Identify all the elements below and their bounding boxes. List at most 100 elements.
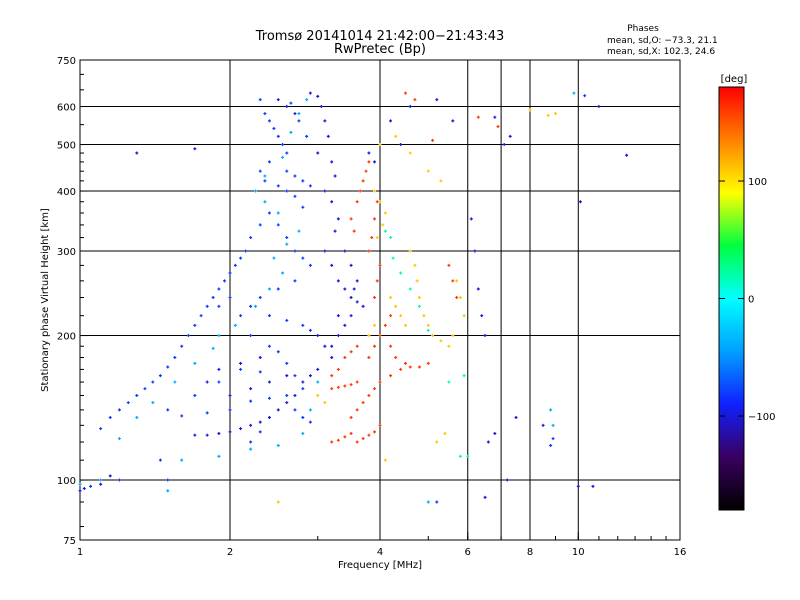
echo-point	[239, 361, 243, 365]
echo-point	[186, 334, 190, 338]
echo-point	[389, 374, 393, 378]
echo-point	[82, 487, 86, 491]
echo-point	[408, 365, 412, 369]
echo-point	[330, 355, 334, 359]
echo-point	[263, 174, 267, 178]
echo-point	[239, 256, 243, 260]
echo-point	[285, 105, 289, 109]
echo-point	[336, 279, 340, 283]
echo-point	[272, 256, 276, 260]
echo-point	[378, 334, 382, 338]
x-tick-label: 16	[674, 547, 687, 558]
echo-point	[336, 385, 340, 389]
echo-point	[458, 296, 462, 300]
echo-point	[367, 249, 371, 253]
echo-point	[301, 205, 305, 209]
echo-point	[408, 249, 412, 253]
echo-point	[285, 374, 289, 378]
echo-point	[336, 217, 340, 221]
echo-point	[228, 408, 232, 412]
colorbar-ticks: 100 0 −100	[719, 177, 775, 423]
echo-point	[267, 119, 271, 123]
echo-point	[403, 323, 407, 327]
echo-point	[285, 189, 289, 193]
echo-point	[166, 408, 170, 412]
echo-point	[426, 361, 430, 365]
y-tick-label: 100	[57, 476, 76, 487]
echo-point	[249, 423, 253, 427]
echo-point	[462, 314, 466, 318]
echo-point	[305, 98, 309, 102]
echo-point	[135, 151, 139, 155]
echo-point	[451, 279, 455, 283]
echo-point	[514, 415, 518, 419]
echo-point	[272, 126, 276, 130]
y-tick-label: 75	[63, 536, 76, 547]
echo-point	[276, 350, 280, 354]
echo-point	[276, 211, 280, 215]
echo-point	[276, 444, 280, 448]
echo-point	[330, 200, 334, 204]
x-tick-label: 10	[572, 547, 585, 558]
echo-point	[493, 432, 497, 436]
echo-point	[364, 169, 368, 173]
echo-point	[355, 408, 359, 412]
echo-point	[276, 184, 280, 188]
echo-point	[267, 380, 271, 384]
echo-point	[267, 344, 271, 348]
echo-point	[205, 304, 209, 308]
echo-point	[408, 105, 412, 109]
x-tick-label: 4	[377, 547, 383, 558]
echo-point	[233, 323, 237, 327]
echo-point	[263, 179, 267, 183]
echo-point	[455, 296, 459, 300]
echo-point	[355, 440, 359, 444]
echo-point	[462, 374, 466, 378]
echo-point	[355, 380, 359, 384]
y-tick-label: 300	[57, 247, 76, 258]
echo-point	[308, 420, 312, 424]
echo-point	[417, 304, 421, 308]
x-tick-label: 6	[465, 547, 471, 558]
echo-point	[349, 217, 353, 221]
echo-point	[447, 344, 451, 348]
echo-point	[394, 134, 398, 138]
echo-point	[308, 91, 312, 95]
echo-point	[373, 217, 377, 221]
echo-point	[373, 344, 377, 348]
echo-point	[330, 374, 334, 378]
echo-point	[625, 153, 629, 157]
echo-point	[391, 256, 395, 260]
echo-point	[476, 287, 480, 291]
echo-point	[399, 314, 403, 318]
echo-point	[426, 323, 430, 327]
echo-point	[403, 361, 407, 365]
x-tick-label: 8	[527, 547, 533, 558]
echo-point	[267, 415, 271, 419]
echo-point	[373, 387, 377, 391]
echo-point	[285, 151, 289, 155]
echo-point	[553, 112, 557, 116]
echo-point	[373, 189, 377, 193]
colorbar-tick-label: 100	[748, 177, 767, 188]
echo-point	[355, 344, 359, 348]
echo-point	[323, 249, 327, 253]
echo-point	[293, 279, 297, 283]
echo-point	[244, 249, 248, 253]
echo-point	[426, 169, 430, 173]
echo-point	[253, 189, 257, 193]
echo-point	[426, 328, 430, 332]
echo-point	[199, 314, 203, 318]
echo-point	[228, 394, 232, 398]
echo-point	[336, 438, 340, 442]
echo-point	[381, 223, 385, 227]
echo-point	[447, 380, 451, 384]
echo-point	[305, 134, 309, 138]
echo-point	[297, 112, 301, 116]
echo-point	[258, 98, 262, 102]
echo-point	[352, 229, 356, 233]
echo-point	[378, 263, 382, 267]
phase-stats-heading: Phases	[627, 24, 659, 34]
echo-point	[549, 408, 553, 412]
echo-point	[293, 174, 297, 178]
